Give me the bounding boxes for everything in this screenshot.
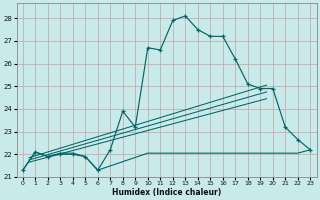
X-axis label: Humidex (Indice chaleur): Humidex (Indice chaleur) — [112, 188, 221, 197]
